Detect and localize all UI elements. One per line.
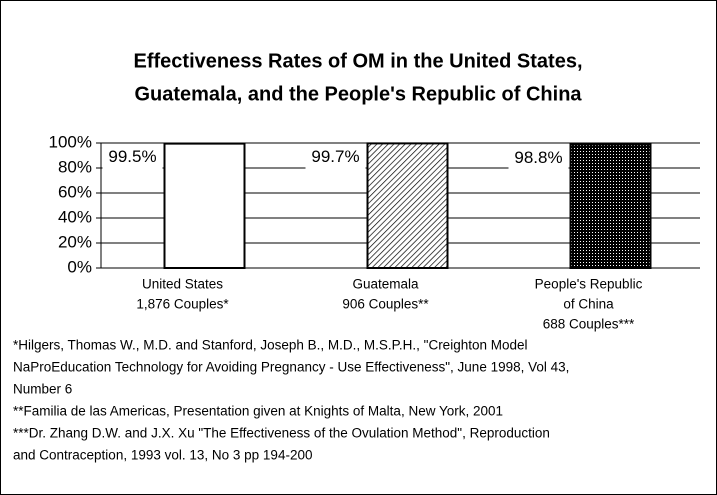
x-tick-label: 906 Couples** [342, 297, 429, 312]
x-tick-label: 1,876 Couples* [136, 297, 229, 312]
x-tick-label: People's Republic [535, 277, 643, 292]
x-tick-label: of China [563, 297, 614, 312]
footnote: *Hilgers, Thomas W., M.D. and Stanford, … [13, 338, 528, 353]
footnote: ***Dr. Zhang D.W. and J.X. Xu "The Effec… [13, 426, 550, 441]
footnote: **Familia de las Americas, Presentation … [13, 404, 503, 419]
x-tick-label: United States [142, 277, 223, 292]
y-tick-label: 100% [49, 132, 92, 151]
value-label: 99.7% [311, 147, 359, 166]
bar [569, 143, 652, 269]
y-tick-label: 60% [58, 182, 92, 201]
x-tick-label: 688 Couples*** [543, 317, 635, 332]
footnote: and Contraception, 1993 vol. 13, No 3 pp… [13, 448, 312, 463]
y-tick-label: 40% [58, 207, 92, 226]
value-label: 98.8% [514, 148, 562, 167]
value-label-bg [508, 146, 569, 171]
bar [163, 142, 246, 269]
y-tick-label: 20% [58, 232, 92, 251]
chart-title: Guatemala, and the People's Republic of … [134, 83, 582, 105]
y-tick-label: 80% [58, 157, 92, 176]
chart-title: Effectiveness Rates of OM in the United … [134, 50, 583, 72]
bar [366, 142, 449, 269]
y-tick-label: 0% [67, 257, 92, 276]
footnote: NaProEducation Technology for Avoiding P… [13, 360, 569, 375]
value-label-bg [305, 145, 366, 170]
x-tick-label: Guatemala [352, 277, 419, 292]
value-label-bg [102, 145, 163, 170]
footnote: Number 6 [13, 382, 72, 397]
value-label: 99.5% [108, 147, 156, 166]
